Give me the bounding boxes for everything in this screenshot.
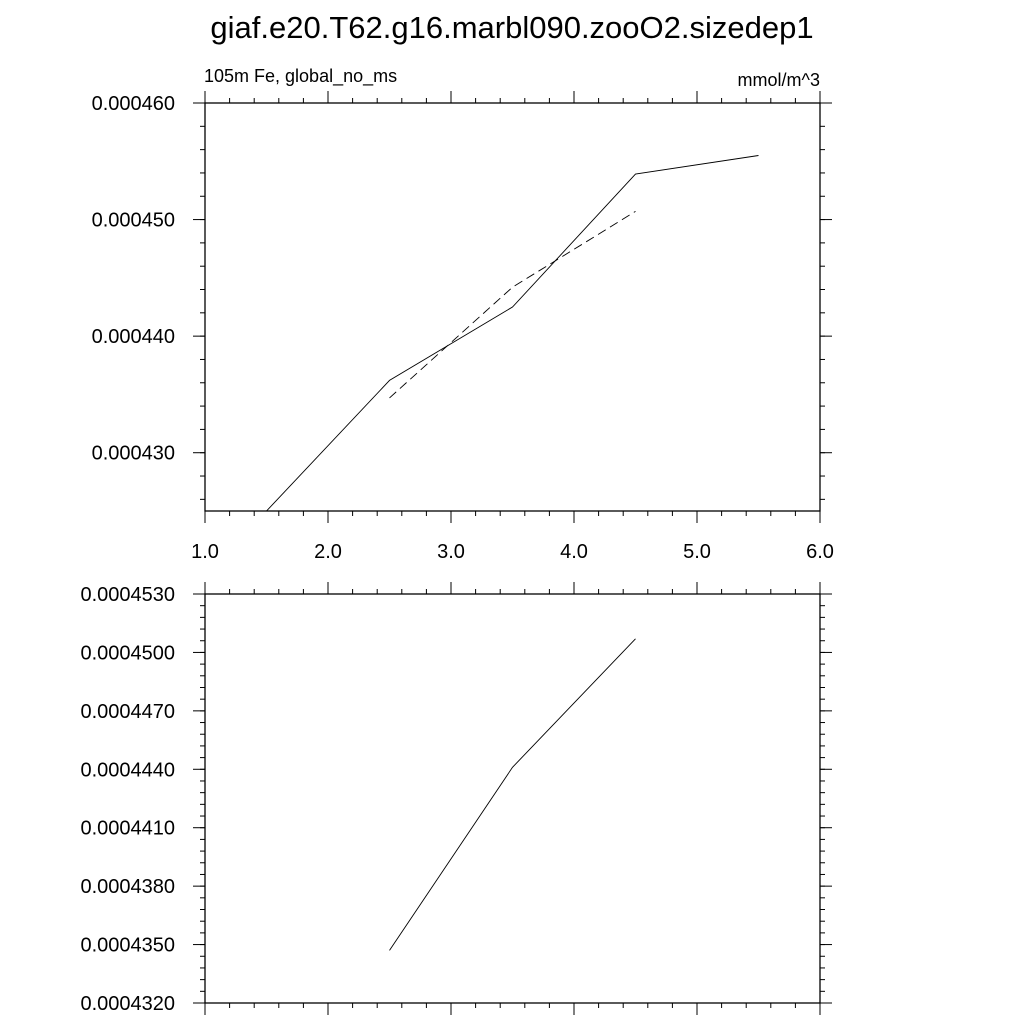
plot-frame <box>204 102 821 512</box>
x-tick-label: 2.0 <box>314 541 342 563</box>
series-line-dashed <box>389 211 636 399</box>
plot-frame <box>204 593 821 1004</box>
panel-1-units-label: mmol/m^3 <box>738 70 820 90</box>
y-tick-label: 0.0004470 <box>80 701 175 723</box>
y-tick-label: 0.000460 <box>92 93 175 115</box>
y-tick-label: 0.0004410 <box>80 818 175 840</box>
y-tick-label: 0.0004350 <box>80 935 175 957</box>
y-tick-label: 0.0004440 <box>80 759 175 781</box>
x-tick-label: 3.0 <box>437 541 465 563</box>
x-tick-label: 6.0 <box>806 541 834 563</box>
y-tick-label: 0.0004380 <box>80 876 175 898</box>
series-line-solid <box>266 155 759 512</box>
chart-title: giaf.e20.T62.g16.marbl090.zooO2.sizedep1 <box>210 10 813 45</box>
panel-1-left-label: 105m Fe, global_no_ms <box>204 66 397 87</box>
y-tick-label: 0.0004530 <box>80 584 175 606</box>
y-tick-label: 0.0004500 <box>80 642 175 664</box>
y-tick-label: 0.000440 <box>92 326 175 348</box>
x-tick-label: 1.0 <box>191 541 219 563</box>
y-tick-label: 0.000450 <box>92 210 175 232</box>
panel-1-plot: 0.000430 0.000440 0.000450 0.000460 1.0 2.0 3.… <box>92 91 834 563</box>
x-tick-label: 4.0 <box>560 541 588 563</box>
panel-2-plot: 0.0004320 0.0004350 0.0004380 0.0004410 0.00… <box>80 582 832 1015</box>
x-tick-label: 5.0 <box>683 541 711 563</box>
y-tick-label: 0.0004320 <box>80 993 175 1015</box>
y-tick-label: 0.000430 <box>92 443 175 465</box>
series-line-solid <box>389 638 636 951</box>
